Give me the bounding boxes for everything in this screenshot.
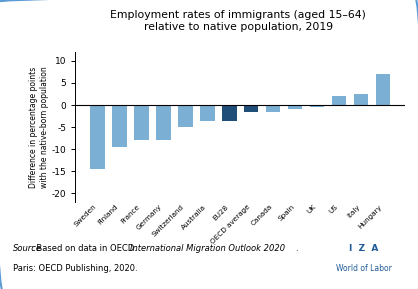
- Bar: [310, 105, 324, 107]
- Text: World of Labor: World of Labor: [336, 264, 392, 273]
- Bar: [354, 94, 368, 105]
- Text: Paris: OECD Publishing, 2020.: Paris: OECD Publishing, 2020.: [13, 264, 137, 273]
- Bar: [200, 105, 214, 121]
- Text: .: .: [295, 244, 298, 253]
- Bar: [244, 105, 258, 112]
- Y-axis label: Difference in percentage points
with the native-born population: Difference in percentage points with the…: [29, 66, 48, 188]
- Text: Source: Source: [13, 244, 41, 253]
- Text: I  Z  A: I Z A: [349, 244, 378, 253]
- Bar: [112, 105, 127, 147]
- Bar: [90, 105, 104, 169]
- Bar: [266, 105, 280, 112]
- Bar: [178, 105, 193, 127]
- Bar: [156, 105, 171, 140]
- Text: Employment rates of immigrants (aged 15–64)
relative to native population, 2019: Employment rates of immigrants (aged 15–…: [110, 10, 366, 32]
- Bar: [332, 96, 347, 105]
- Bar: [376, 74, 390, 105]
- Bar: [222, 105, 237, 121]
- Bar: [134, 105, 148, 140]
- Bar: [288, 105, 303, 110]
- Text: : Based on data in OECD.: : Based on data in OECD.: [31, 244, 140, 253]
- Text: International Migration Outlook 2020: International Migration Outlook 2020: [130, 244, 285, 253]
